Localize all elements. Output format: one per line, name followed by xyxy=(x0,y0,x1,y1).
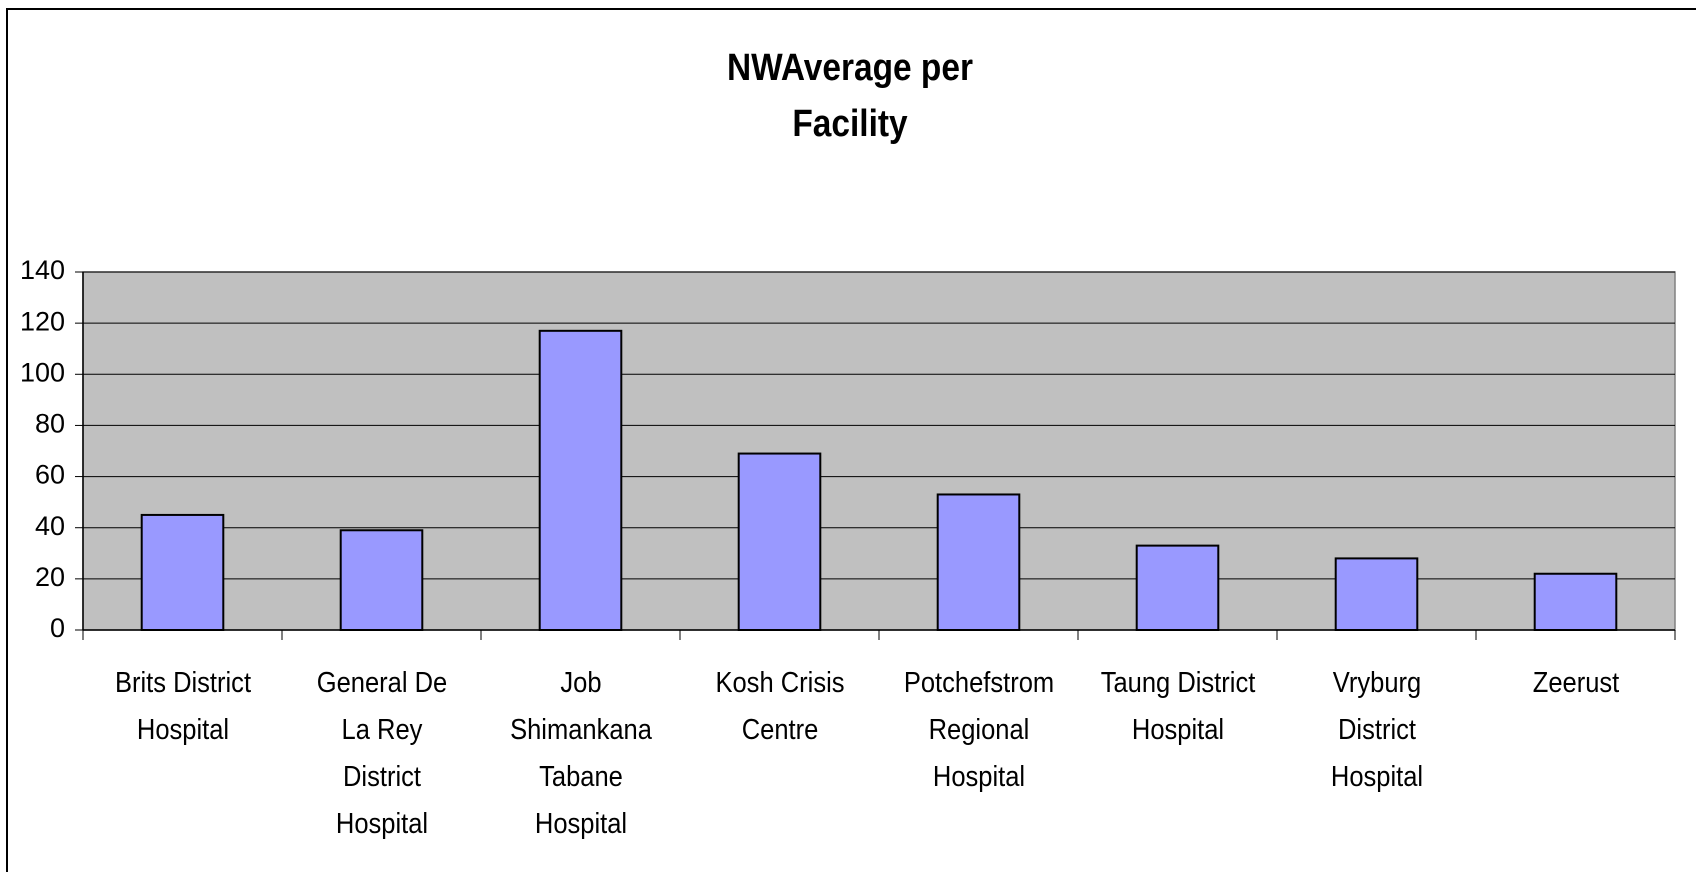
bar xyxy=(140,513,225,632)
bar xyxy=(1135,544,1220,631)
x-tick-label: Potchefstrom Regional Hospital xyxy=(903,667,1054,793)
y-tick-label: 80 xyxy=(35,409,65,439)
bar xyxy=(538,329,623,631)
bar xyxy=(339,529,424,631)
y-tick-label: 40 xyxy=(35,511,65,541)
x-tick-label: General De La Rey District Hospital xyxy=(316,667,447,840)
x-tick-label: Vryburg District Hospital xyxy=(1330,667,1423,793)
bar xyxy=(737,452,822,631)
chart-frame xyxy=(6,8,1696,872)
y-tick-label: 20 xyxy=(35,562,65,592)
y-tick-label: 0 xyxy=(50,613,65,643)
bar xyxy=(1533,572,1618,631)
x-tick-label: Taung District Hospital xyxy=(1100,667,1255,746)
bar xyxy=(936,493,1021,631)
x-tick-label: Zeerust xyxy=(1532,667,1619,699)
y-tick-label: 100 xyxy=(20,357,65,387)
x-tick-label: Kosh Crisis Centre xyxy=(714,667,845,746)
y-tick-label: 60 xyxy=(35,460,65,490)
x-tick-label: Brits District Hospital xyxy=(114,667,251,746)
x-tick-label: Job Shimankana Tabane Hospital xyxy=(509,667,652,840)
y-tick-label: 140 xyxy=(20,255,65,285)
plot-area xyxy=(82,271,1676,631)
bar xyxy=(1334,557,1419,632)
chart-title: NWAverage per Facility xyxy=(727,47,973,145)
y-tick-label: 120 xyxy=(20,306,65,336)
